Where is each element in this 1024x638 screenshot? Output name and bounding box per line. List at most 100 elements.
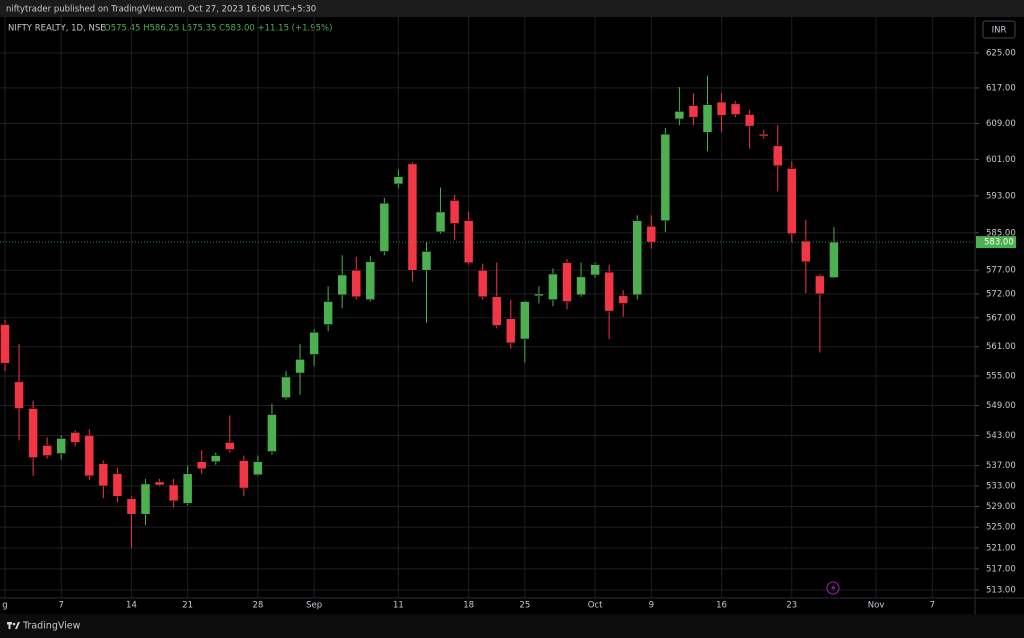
x-tick-label: 16 bbox=[716, 601, 727, 611]
y-tick-label: 567.00 bbox=[986, 313, 1016, 323]
candle-body bbox=[576, 276, 586, 296]
currency: INR bbox=[992, 26, 1007, 36]
candle-body bbox=[492, 296, 502, 326]
candle-body bbox=[295, 359, 305, 374]
y-tick-label: 517.00 bbox=[986, 564, 1016, 574]
x-tick-label: 7 bbox=[930, 601, 935, 611]
candle-body bbox=[154, 481, 165, 486]
candle-body bbox=[56, 438, 66, 454]
y-tick-label: 601.00 bbox=[986, 155, 1016, 165]
y-tick-label: 549.00 bbox=[986, 401, 1016, 411]
brand: TradingView bbox=[22, 621, 81, 632]
candle-body bbox=[562, 262, 572, 302]
candle-body bbox=[590, 264, 600, 276]
alert-bolt bbox=[831, 584, 836, 592]
x-tick-label: Oct bbox=[588, 601, 603, 611]
x-tick-label: 25 bbox=[519, 601, 530, 611]
candle-body bbox=[477, 269, 488, 298]
candle-body bbox=[323, 301, 333, 325]
candle-body bbox=[393, 176, 404, 185]
candle-body bbox=[351, 269, 361, 298]
candle-body bbox=[14, 381, 24, 409]
candle-body bbox=[309, 331, 319, 355]
candle-body bbox=[632, 220, 642, 296]
y-tick-label: 572.00 bbox=[986, 289, 1016, 299]
x-tick-label: 11 bbox=[393, 601, 404, 611]
y-tick-label: 521.00 bbox=[986, 543, 1016, 553]
candle-body bbox=[337, 274, 347, 296]
candle-body bbox=[42, 445, 52, 456]
last-price-label: 583.00 bbox=[984, 238, 1014, 248]
x-tick-label: 9 bbox=[649, 601, 654, 611]
candle-body bbox=[449, 200, 460, 224]
x-tick-label: 23 bbox=[786, 601, 797, 611]
candle-body bbox=[0, 324, 10, 364]
candle-body bbox=[140, 483, 151, 515]
candle-body bbox=[548, 273, 558, 300]
candle-body bbox=[98, 463, 109, 487]
candle-body bbox=[674, 111, 685, 120]
candle-body bbox=[815, 275, 825, 295]
candle-body bbox=[646, 226, 657, 243]
y-tick-label: 555.00 bbox=[986, 371, 1016, 381]
y-tick-label: 593.00 bbox=[986, 191, 1016, 201]
candle-body bbox=[112, 473, 123, 497]
candle-body bbox=[239, 460, 249, 489]
candle-body bbox=[801, 240, 811, 263]
y-tick-label: 543.00 bbox=[986, 431, 1016, 441]
ohlc-legend: O575.45 H586.25 L575.35 C583.00 +11.15 (… bbox=[104, 24, 332, 34]
y-tick-label: 561.00 bbox=[986, 342, 1016, 352]
y-tick-label: 533.00 bbox=[986, 482, 1016, 492]
candle-body bbox=[196, 461, 207, 469]
candle-body bbox=[829, 241, 839, 278]
currency-box[interactable] bbox=[982, 20, 1016, 39]
x-tick-label: Sep bbox=[306, 601, 322, 611]
candle-body bbox=[211, 455, 221, 462]
candle-body bbox=[716, 101, 727, 116]
y-tick-label: 577.00 bbox=[986, 266, 1016, 276]
candle-body bbox=[407, 163, 418, 271]
x-tick-label: 14 bbox=[126, 601, 137, 611]
symbol: NIFTY REALTY, 1D, NSE bbox=[8, 24, 106, 34]
top-bar bbox=[0, 0, 1024, 17]
last-price-box bbox=[976, 236, 1016, 249]
brand-logo bbox=[7, 622, 20, 629]
candle-body bbox=[267, 414, 277, 452]
x-tick-label: Nov bbox=[868, 601, 885, 611]
x-tick-label: 18 bbox=[463, 601, 474, 611]
candle-body bbox=[730, 103, 741, 115]
candle-body bbox=[787, 168, 797, 234]
y-tick-label: 537.00 bbox=[986, 461, 1016, 471]
candle-body bbox=[506, 318, 516, 344]
y-tick-label: 529.00 bbox=[986, 502, 1016, 512]
candle-body bbox=[365, 261, 376, 300]
candle-body bbox=[253, 461, 263, 476]
candle-body bbox=[182, 473, 193, 504]
candle-body bbox=[660, 133, 671, 221]
candle-body bbox=[758, 133, 769, 137]
candle-body bbox=[688, 105, 699, 118]
candle-body bbox=[520, 301, 530, 340]
candle-body bbox=[773, 145, 783, 166]
x-tick-label: 28 bbox=[252, 601, 263, 611]
candle-body bbox=[126, 498, 137, 515]
candle-body bbox=[534, 293, 544, 297]
y-tick-label: 625.00 bbox=[986, 48, 1016, 58]
y-tick-label: 525.00 bbox=[986, 523, 1016, 533]
candle-body bbox=[168, 484, 179, 502]
candle-body bbox=[604, 271, 614, 312]
candle-body bbox=[70, 432, 80, 443]
alert-icon[interactable] bbox=[826, 581, 840, 595]
y-tick-label: 513.00 bbox=[986, 586, 1016, 596]
candle-body bbox=[379, 202, 390, 252]
candle-body bbox=[421, 251, 432, 271]
candle-body bbox=[225, 442, 235, 450]
candle-body bbox=[28, 408, 38, 458]
candle-body bbox=[744, 114, 755, 127]
candle-body bbox=[435, 211, 446, 233]
candle-body bbox=[618, 295, 628, 304]
x-tick-label: 21 bbox=[182, 601, 193, 611]
x-tick-label: 7 bbox=[58, 601, 63, 611]
y-tick-label: 585.00 bbox=[986, 228, 1016, 238]
candle-body bbox=[84, 435, 95, 477]
